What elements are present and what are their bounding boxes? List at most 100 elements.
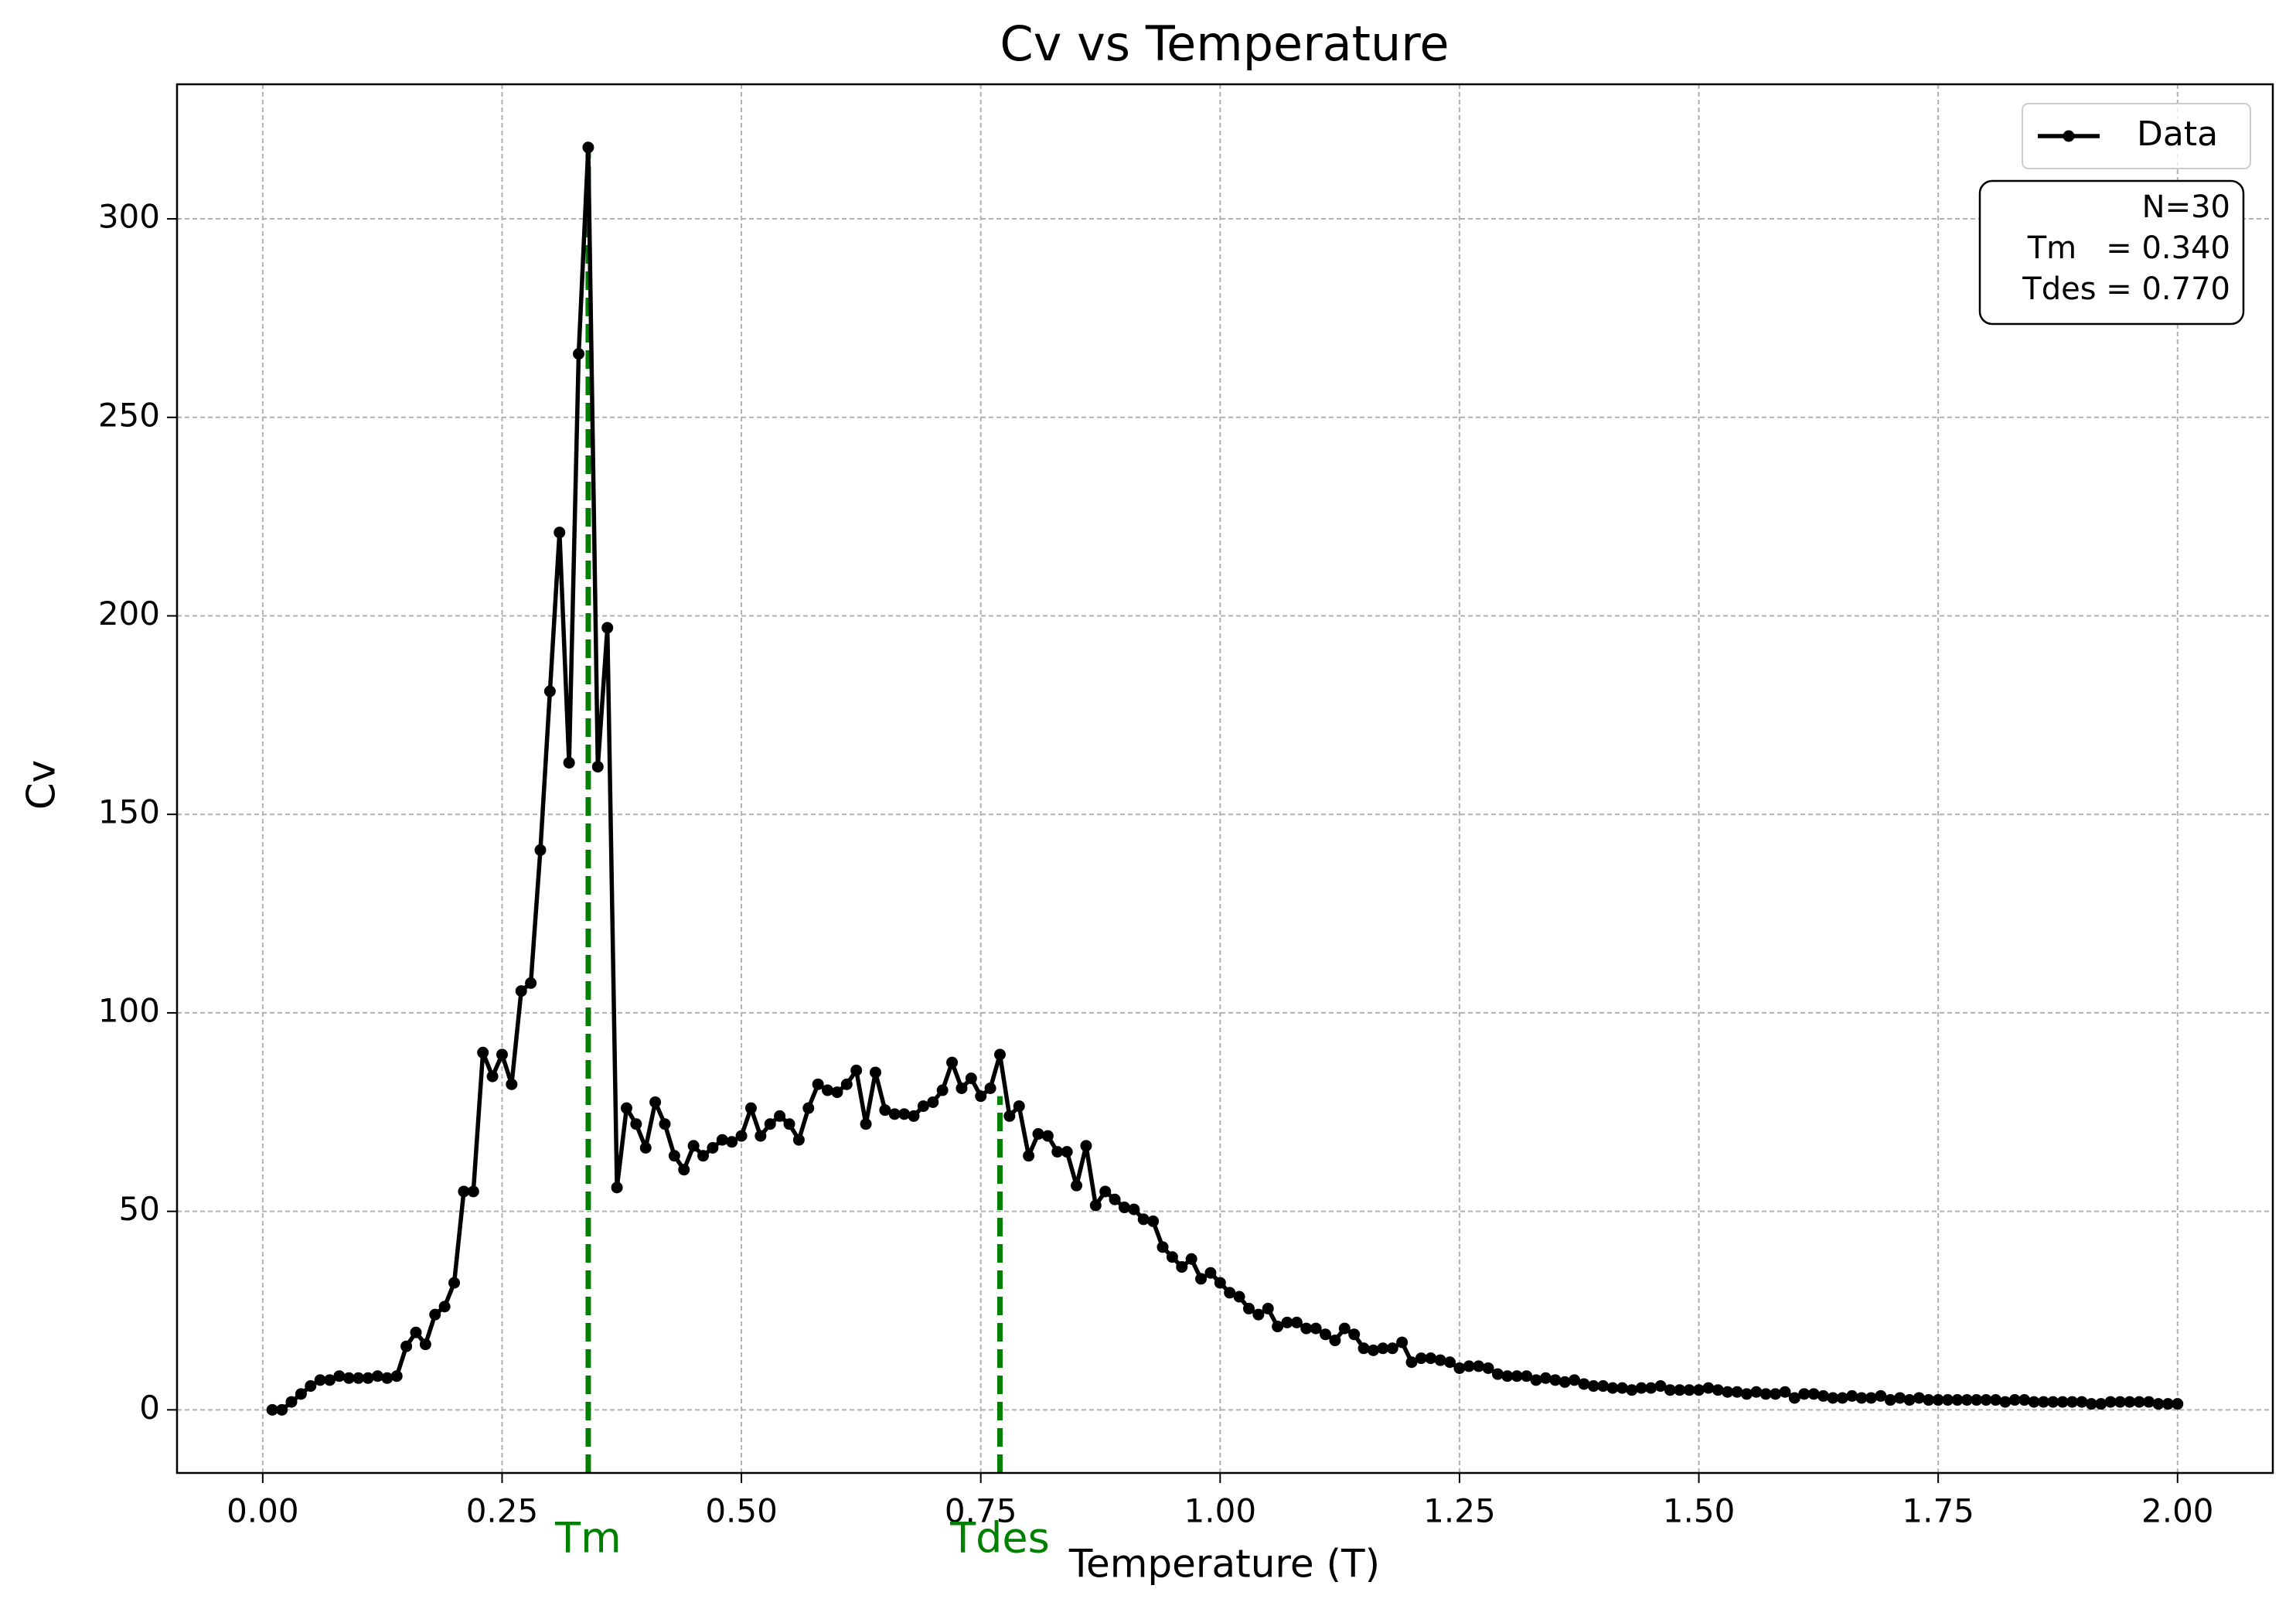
data-point xyxy=(1960,1394,1973,1406)
data-point xyxy=(1951,1394,1964,1406)
data-point xyxy=(1099,1185,1112,1198)
y-axis-label: Cv xyxy=(19,760,64,810)
data-point xyxy=(573,348,585,360)
data-point xyxy=(1894,1392,1906,1404)
data-point xyxy=(1712,1384,1724,1396)
data-point xyxy=(1597,1380,1610,1393)
data-point xyxy=(1731,1386,1743,1398)
data-point xyxy=(965,1072,977,1085)
x-tick-label: 1.75 xyxy=(1902,1492,1974,1530)
stats-box xyxy=(1978,179,2245,326)
data-point xyxy=(1875,1389,1887,1402)
data-point xyxy=(678,1164,690,1176)
data-point xyxy=(1971,1394,1983,1406)
data-point xyxy=(362,1372,374,1384)
data-point xyxy=(2172,1398,2184,1410)
data-point xyxy=(1693,1384,1705,1396)
data-point xyxy=(1415,1352,1427,1365)
y-tick-label: 250 xyxy=(98,396,160,434)
data-point xyxy=(659,1118,671,1130)
data-point xyxy=(2124,1396,2136,1408)
data-point xyxy=(1836,1392,1848,1404)
data-point xyxy=(2095,1398,2107,1410)
data-point xyxy=(611,1181,623,1194)
data-point xyxy=(1281,1316,1293,1328)
data-point xyxy=(1740,1388,1753,1400)
data-point xyxy=(601,622,614,634)
data-point xyxy=(333,1370,346,1383)
data-point xyxy=(1128,1203,1140,1215)
reference-label: Tm xyxy=(554,1514,622,1563)
data-point xyxy=(295,1388,307,1400)
data-point xyxy=(515,985,527,997)
x-tick-label: 0.00 xyxy=(227,1492,299,1530)
data-point xyxy=(1827,1392,1839,1404)
data-point xyxy=(1501,1370,1514,1383)
data-point xyxy=(726,1136,738,1148)
data-point xyxy=(1329,1335,1341,1347)
data-point xyxy=(1645,1382,1657,1394)
stats-text: N=30 xyxy=(2142,189,2230,225)
data-point xyxy=(1061,1146,1073,1158)
data-point xyxy=(467,1185,479,1198)
legend-label: Data xyxy=(2137,114,2218,154)
data-point xyxy=(371,1370,383,1383)
data-point xyxy=(1511,1370,1523,1383)
data-point xyxy=(2133,1396,2145,1408)
data-point xyxy=(1377,1342,1389,1355)
data-point xyxy=(2152,1398,2165,1410)
data-point xyxy=(1434,1354,1446,1366)
data-point xyxy=(285,1396,298,1408)
data-point xyxy=(697,1150,710,1162)
data-point xyxy=(506,1078,518,1090)
data-point xyxy=(1233,1290,1245,1303)
plot-frame xyxy=(175,83,2274,1475)
data-point xyxy=(2047,1396,2059,1408)
data-point xyxy=(1071,1179,1083,1192)
data-point xyxy=(2008,1394,2021,1406)
data-point xyxy=(390,1370,403,1383)
x-tick-label: 1.50 xyxy=(1663,1492,1736,1530)
data-point xyxy=(668,1150,680,1162)
legend-box xyxy=(2022,103,2251,169)
data-point xyxy=(1300,1322,1313,1335)
data-point xyxy=(1242,1302,1255,1314)
data-point xyxy=(1013,1100,1025,1113)
data-point xyxy=(1272,1321,1284,1333)
data-point xyxy=(1539,1372,1552,1384)
data-point xyxy=(2037,1396,2049,1408)
data-point xyxy=(946,1056,959,1069)
data-point xyxy=(984,1082,996,1094)
data-point xyxy=(1521,1370,1533,1383)
data-point xyxy=(1606,1382,1619,1394)
stats-text: Tm = 0.340 xyxy=(2027,230,2230,266)
data-point xyxy=(1453,1362,1466,1374)
data-point xyxy=(1788,1392,1800,1404)
data-point xyxy=(1003,1110,1016,1122)
data-point xyxy=(2076,1396,2088,1408)
data-point xyxy=(1770,1388,1782,1400)
data-point xyxy=(1109,1193,1121,1205)
data-point xyxy=(1817,1389,1830,1402)
data-point xyxy=(831,1086,843,1099)
data-point xyxy=(1195,1273,1208,1285)
data-point xyxy=(687,1140,700,1152)
data-point xyxy=(1750,1386,1763,1398)
y-tick-label: 100 xyxy=(98,991,160,1029)
data-point xyxy=(1320,1328,1332,1341)
data-point xyxy=(448,1277,461,1289)
data-point xyxy=(1166,1251,1178,1263)
data-point xyxy=(1310,1322,1322,1335)
x-tick-label: 2.00 xyxy=(2141,1492,2214,1530)
data-point xyxy=(2161,1398,2174,1410)
data-point xyxy=(630,1118,642,1130)
data-point xyxy=(850,1064,863,1076)
data-point xyxy=(716,1134,728,1146)
data-point xyxy=(324,1374,336,1386)
data-point xyxy=(1147,1215,1160,1227)
data-point xyxy=(1569,1374,1581,1386)
data-point xyxy=(1491,1368,1504,1380)
data-point xyxy=(1338,1322,1351,1335)
data-point xyxy=(1463,1360,1475,1372)
data-point xyxy=(936,1084,949,1096)
